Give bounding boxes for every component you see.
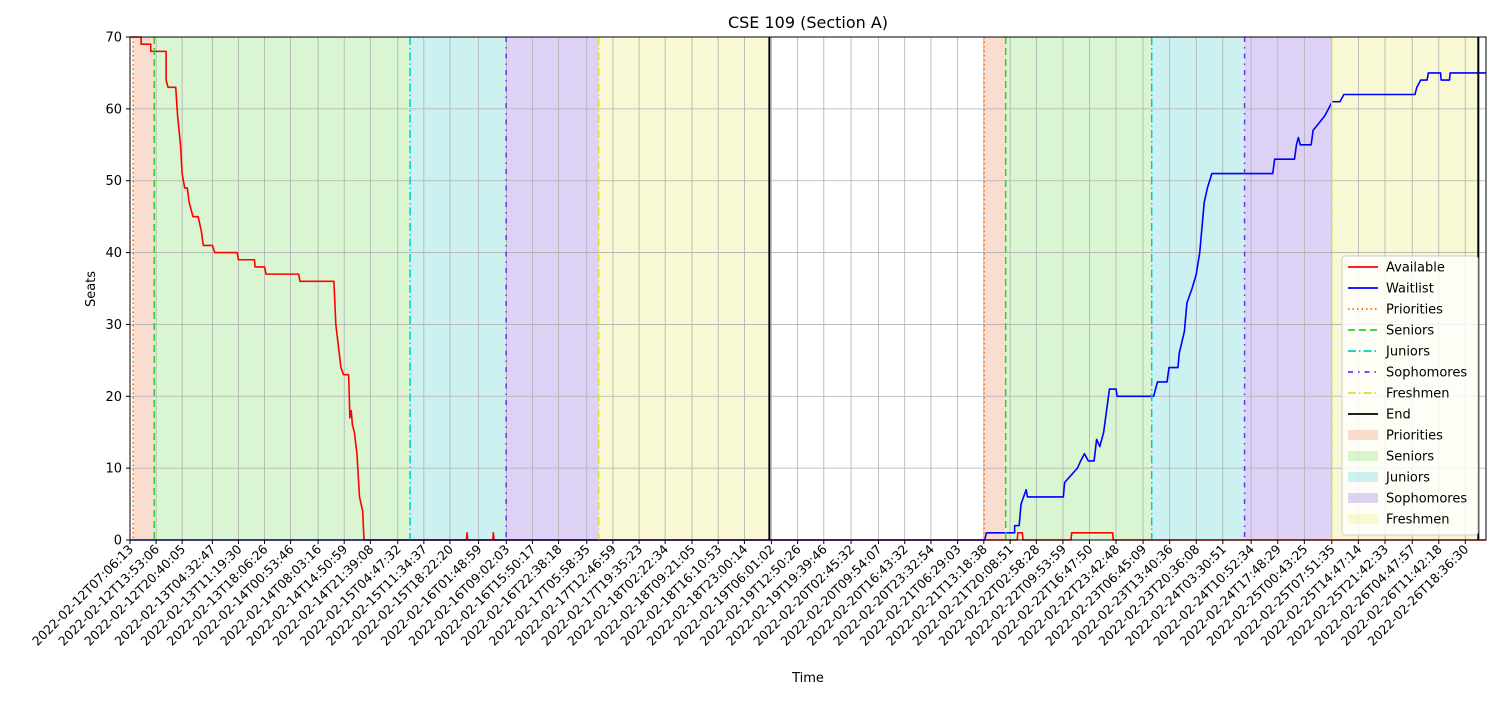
legend-swatch-patch [1348, 493, 1378, 503]
phase-span-priorities [133, 37, 155, 540]
legend: Available Waitlist Priorities Seniors Junior… [1341, 255, 1479, 536]
legend-swatch-patch [1348, 472, 1378, 482]
legend-label: Available [1386, 261, 1445, 276]
y-tick-label: 60 [105, 102, 122, 117]
legend-swatch-patch [1348, 514, 1378, 524]
legend-label: Freshmen [1386, 387, 1450, 402]
phase-span-sophomores [506, 37, 599, 540]
legend-label: Sophomores [1386, 492, 1467, 507]
x-axis-label: Time [791, 671, 824, 686]
chart-title: CSE 109 (Section A) [728, 13, 888, 32]
y-tick-label: 20 [105, 390, 122, 405]
legend-label: End [1386, 408, 1411, 423]
y-axis: 0 10 20 30 40 50 60 70 [105, 31, 130, 549]
legend-label: Seniors [1386, 324, 1434, 339]
y-tick-label: 30 [105, 318, 122, 333]
legend-label: Juniors [1385, 471, 1430, 486]
phase-span-priorities [984, 37, 1006, 540]
series-line-waitlist [130, 72, 1486, 541]
phase-span-seniors [1005, 37, 1152, 540]
plot-frame [129, 36, 1487, 541]
legend-swatch-patch [1348, 451, 1378, 461]
legend-label: Waitlist [1386, 282, 1434, 297]
legend-box [1341, 255, 1479, 536]
legend-label: Juniors [1385, 345, 1430, 360]
legend-label: Priorities [1386, 429, 1443, 444]
y-tick-label: 0 [114, 534, 122, 549]
phase-span-seniors [154, 37, 411, 540]
legend-swatch-patch [1348, 430, 1378, 440]
series-line-available [130, 36, 1486, 541]
series-lines [130, 36, 1486, 541]
y-tick-label: 10 [105, 462, 122, 477]
phase-span-sophomores [1244, 37, 1332, 540]
y-tick-label: 50 [105, 174, 122, 189]
phase-span-freshmen [598, 37, 770, 540]
phase-span-juniors [410, 37, 507, 540]
y-axis-label: Seats [84, 271, 99, 307]
legend-label: Sophomores [1386, 366, 1467, 381]
phase-span-juniors [1151, 37, 1245, 540]
y-tick-label: 40 [105, 246, 122, 261]
legend-label: Priorities [1386, 303, 1443, 318]
legend-label: Freshmen [1386, 513, 1450, 528]
y-tick-label: 70 [105, 31, 122, 46]
legend-label: Seniors [1386, 450, 1434, 465]
